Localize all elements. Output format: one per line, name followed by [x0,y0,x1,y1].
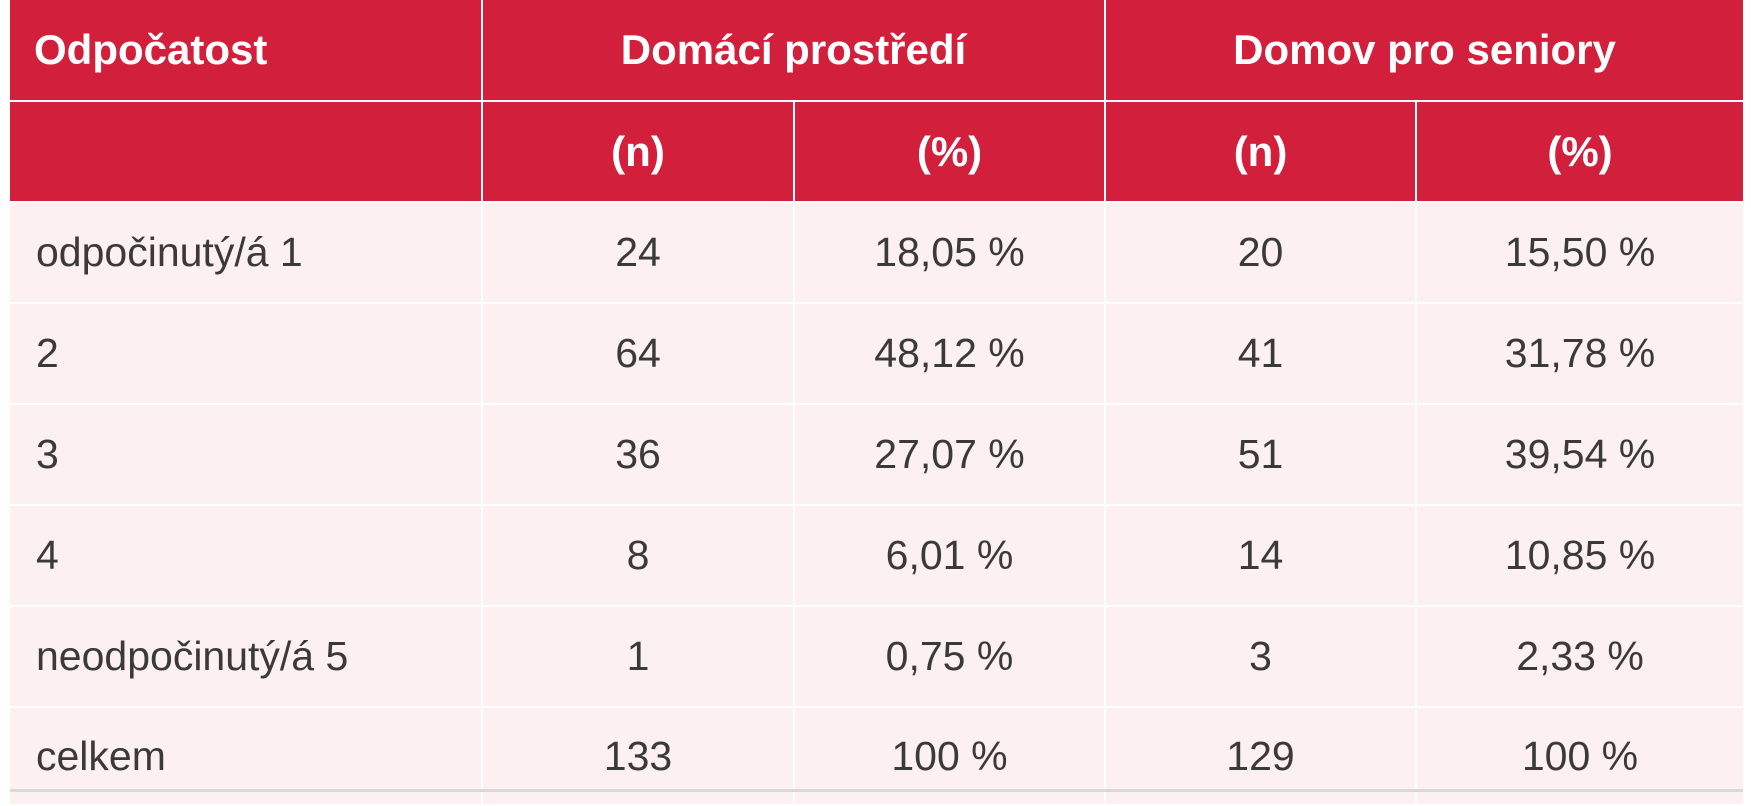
table-row: odpočinutý/á 1 24 18,05 % 20 15,50 % [10,201,1744,304]
table-row: 4 8 6,01 % 14 10,85 % [10,504,1744,607]
cell-pct-domov: 31,78 % [1415,302,1744,405]
table-row: neodpočinutý/á 5 1 0,75 % 3 2,33 % [10,605,1744,708]
row-label: 4 [10,504,483,607]
odpocatost-table: Odpočatost Domácí prostředí Domov pro se… [10,0,1744,806]
header-pct-domaci: (%) [792,101,1107,203]
header-odpocatost: Odpočatost [10,0,483,102]
cell-n-domov: 51 [1104,403,1418,506]
cell-pct-domaci: 48,12 % [792,302,1107,405]
row-label: 3 [10,403,483,506]
header-n-domov: (n) [1104,101,1418,203]
cell-pct-domaci: 6,01 % [792,504,1107,607]
table-header: Odpočatost Domácí prostředí Domov pro se… [10,0,1744,203]
table-row: 2 64 48,12 % 41 31,78 % [10,302,1744,405]
header-domov-pro-seniory: Domov pro seniory [1104,0,1744,102]
cell-pct-domaci: 18,05 % [792,201,1107,304]
row-label: odpočinutý/á 1 [10,201,483,304]
cell-n-domaci: 24 [481,201,795,304]
cell-pct-domov: 10,85 % [1415,504,1744,607]
cell-pct-domaci: 0,75 % [792,605,1107,708]
cell-n-domov: 20 [1104,201,1418,304]
cell-pct-domaci: 27,07 % [792,403,1107,506]
data-table-container: Odpočatost Domácí prostředí Domov pro se… [10,0,1744,806]
row-label: neodpočinutý/á 5 [10,605,483,708]
cell-n-domaci: 64 [481,302,795,405]
header-row-units: (n) (%) (n) (%) [10,101,1744,203]
cell-n-domov: 14 [1104,504,1418,607]
header-empty-cell [10,101,483,203]
table-bottom-rule [10,789,1743,792]
cell-n-domaci: 36 [481,403,795,506]
row-label: 2 [10,302,483,405]
cell-n-domaci: 1 [481,605,795,708]
header-row-groups: Odpočatost Domácí prostředí Domov pro se… [10,0,1744,102]
cell-n-domov: 3 [1104,605,1418,708]
cell-pct-domov: 2,33 % [1415,605,1744,708]
header-n-domaci: (n) [481,101,795,203]
cell-pct-domov: 15,50 % [1415,201,1744,304]
cell-n-domaci: 8 [481,504,795,607]
row-label-total: celkem [10,706,483,806]
table-body: odpočinutý/á 1 24 18,05 % 20 15,50 % 2 6… [10,201,1744,806]
table-row: 3 36 27,07 % 51 39,54 % [10,403,1744,506]
cell-n-domov: 41 [1104,302,1418,405]
header-pct-domov: (%) [1415,101,1744,203]
cell-pct-domov: 39,54 % [1415,403,1744,506]
header-domaci-prostredi: Domácí prostředí [480,0,1107,102]
